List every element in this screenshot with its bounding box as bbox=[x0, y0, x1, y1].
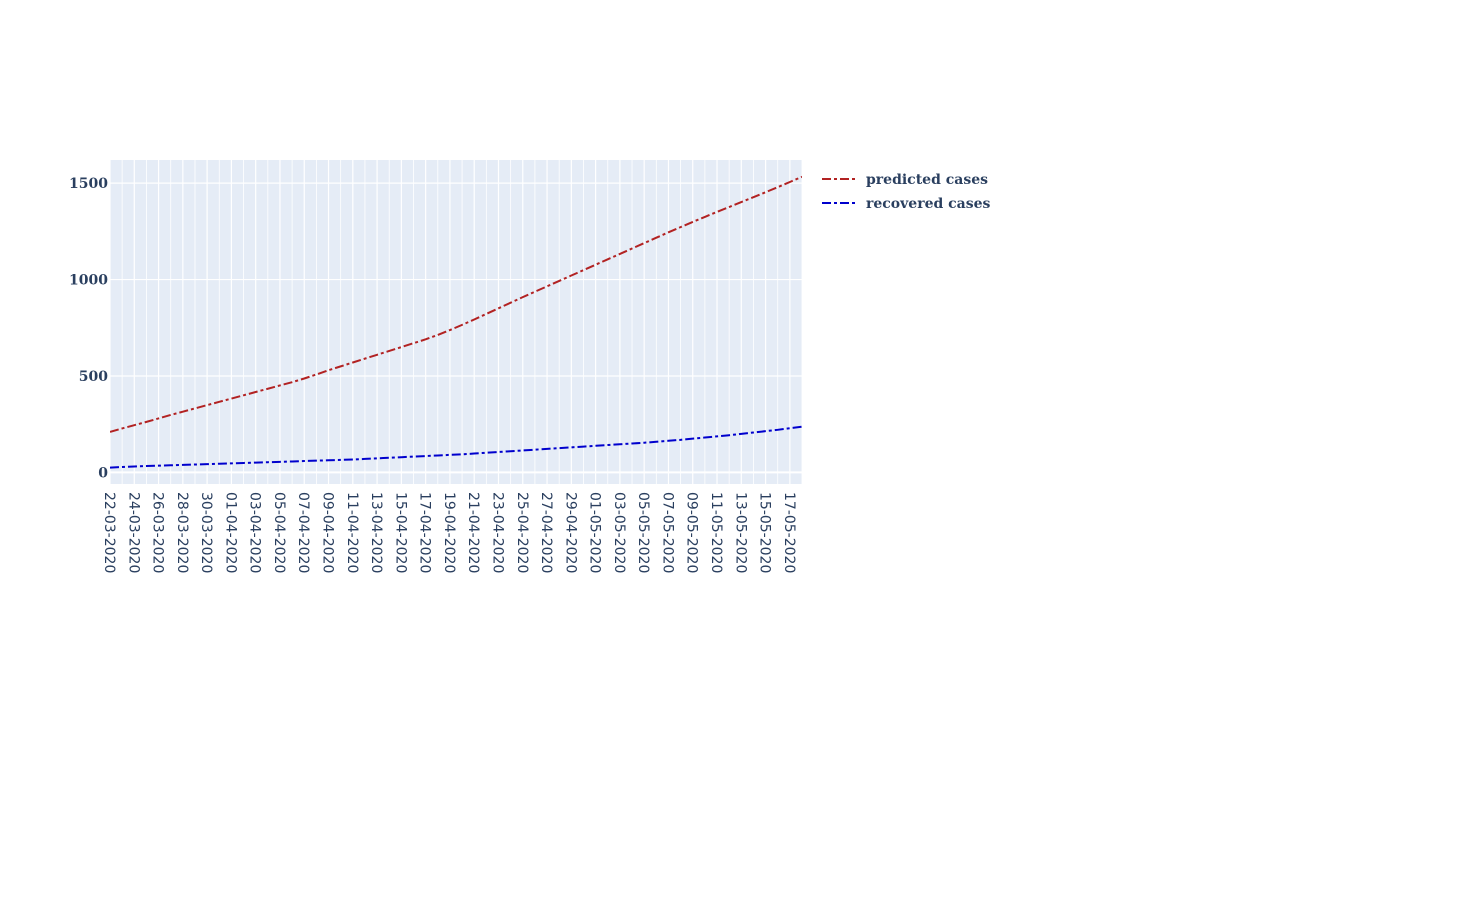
x-tick-label: 11-05-2020 bbox=[708, 492, 724, 573]
x-tick-label: 29-04-2020 bbox=[562, 492, 578, 573]
y-tick-label: 1000 bbox=[69, 273, 108, 289]
x-tick-label: 17-05-2020 bbox=[781, 492, 797, 573]
legend-label: predicted cases bbox=[866, 172, 988, 188]
y-tick-label: 500 bbox=[79, 369, 108, 385]
x-tick-label: 30-03-2020 bbox=[198, 492, 214, 573]
x-axis: 22-03-2020 24-03-2020 26-03-2020 28-03-2020… bbox=[101, 492, 797, 573]
x-tick-label: 15-05-2020 bbox=[757, 492, 773, 573]
x-tick-label: 13-05-2020 bbox=[732, 492, 748, 573]
x-tick-label: 28-03-2020 bbox=[174, 492, 190, 573]
x-tick-label: 03-05-2020 bbox=[611, 492, 627, 573]
legend-label: recovered cases bbox=[866, 196, 991, 212]
x-tick-label: 23-04-2020 bbox=[489, 492, 505, 573]
series-line-predicted-cases bbox=[110, 175, 802, 433]
x-tick-label: 05-04-2020 bbox=[271, 492, 287, 573]
x-tick-label: 25-04-2020 bbox=[514, 492, 530, 573]
x-tick-label: 01-04-2020 bbox=[222, 492, 238, 573]
x-tick-label: 26-03-2020 bbox=[150, 492, 166, 573]
x-gridlines bbox=[109, 160, 803, 484]
x-tick-label: 19-04-2020 bbox=[441, 492, 457, 573]
legend: predicted cases recovered cases bbox=[822, 172, 991, 212]
y-tick-label: 0 bbox=[98, 465, 108, 481]
x-tick-label: 05-05-2020 bbox=[635, 492, 651, 573]
y-tick-label: 1500 bbox=[69, 176, 108, 192]
x-tick-label: 11-04-2020 bbox=[344, 492, 360, 573]
x-tick-label: 17-04-2020 bbox=[417, 492, 433, 573]
x-tick-label: 15-04-2020 bbox=[392, 492, 408, 573]
x-tick-label: 03-04-2020 bbox=[247, 492, 263, 573]
x-tick-label: 24-03-2020 bbox=[125, 492, 141, 573]
legend-item-predicted-cases[interactable]: predicted cases bbox=[822, 172, 988, 188]
series-line-recovered-cases bbox=[110, 425, 802, 469]
legend-item-recovered-cases[interactable]: recovered cases bbox=[822, 196, 991, 212]
x-tick-label: 09-05-2020 bbox=[684, 492, 700, 573]
x-tick-label: 07-05-2020 bbox=[659, 492, 675, 573]
x-tick-label: 21-04-2020 bbox=[465, 492, 481, 573]
y-gridlines bbox=[110, 182, 802, 474]
x-tick-label: 07-04-2020 bbox=[295, 492, 311, 573]
plot-area bbox=[110, 160, 802, 484]
y-axis: 0 500 1000 1500 bbox=[69, 176, 108, 481]
x-tick-label: 09-04-2020 bbox=[320, 492, 336, 573]
x-tick-label: 27-04-2020 bbox=[538, 492, 554, 573]
series-layer bbox=[110, 175, 802, 469]
x-tick-label: 13-04-2020 bbox=[368, 492, 384, 573]
x-tick-label: 22-03-2020 bbox=[101, 492, 117, 573]
x-tick-label: 01-05-2020 bbox=[587, 492, 603, 573]
